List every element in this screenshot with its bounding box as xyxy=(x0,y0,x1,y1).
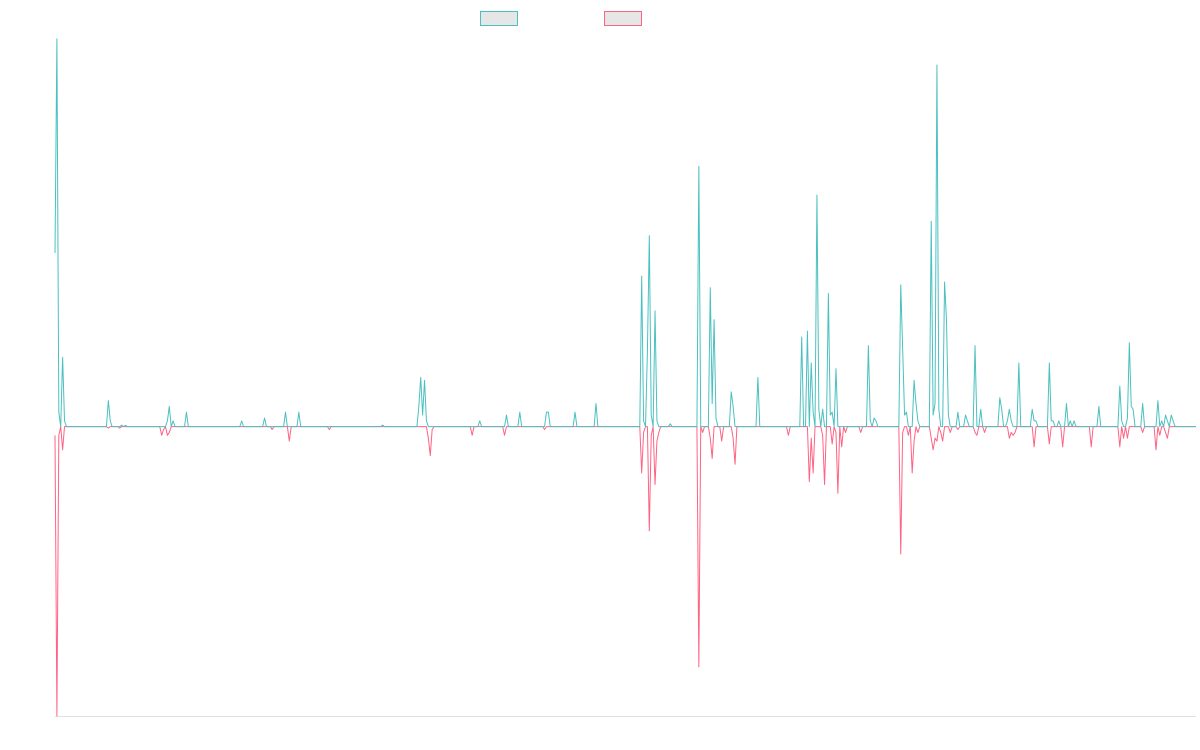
legend xyxy=(0,9,1200,27)
legend-swatch-series-2 xyxy=(604,10,642,26)
series-line-2 xyxy=(54,426,1196,717)
legend-item-series-1[interactable] xyxy=(480,9,524,27)
series-line-1 xyxy=(54,38,1196,428)
legend-swatch-series-1 xyxy=(480,10,518,26)
legend-item-series-2[interactable] xyxy=(604,9,648,27)
